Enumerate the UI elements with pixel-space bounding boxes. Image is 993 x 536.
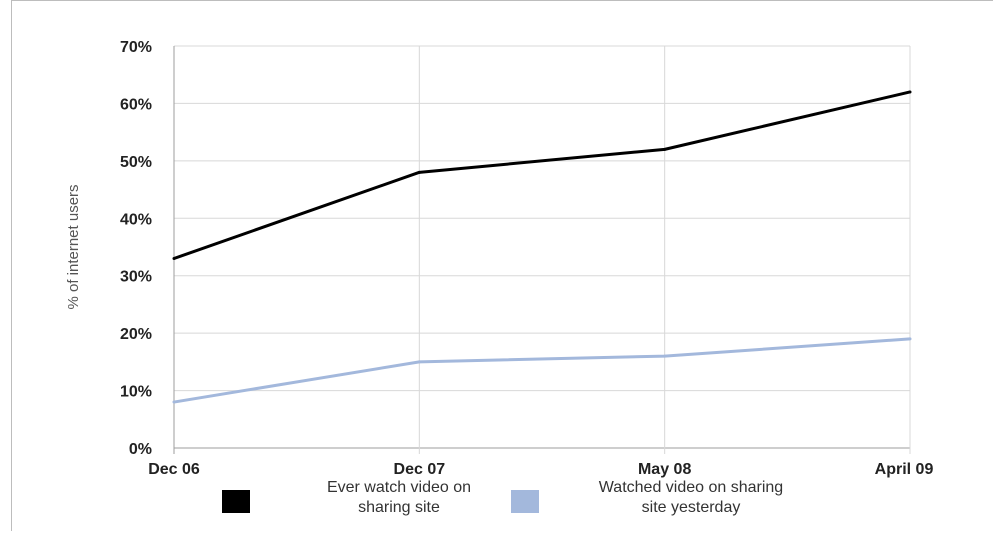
series-1-point <box>172 256 176 260</box>
x-axis-tick-labels: Dec 06 Dec 07 May 08 April 09 <box>148 461 933 478</box>
legend-swatch-2 <box>511 490 539 513</box>
legend: Ever watch video on sharing site Watched v… <box>222 479 783 516</box>
y-tick-label: 70% <box>120 39 152 56</box>
series-1-point <box>417 170 421 174</box>
series-2-point <box>663 354 667 358</box>
series-2-point <box>172 400 176 404</box>
legend-label-2: site yesterday <box>642 499 741 516</box>
series-line-2 <box>173 337 911 404</box>
frame-top-border <box>11 0 993 1</box>
legend-label-1: Ever watch video on <box>327 479 471 496</box>
legend-label-2: Watched video on sharing <box>599 479 783 496</box>
frame-left-border <box>11 0 12 531</box>
y-tick-label: 10% <box>120 384 152 401</box>
y-tick-label: 0% <box>129 441 152 458</box>
x-tick-label: May 08 <box>638 461 691 478</box>
series-2-point <box>417 360 421 364</box>
y-tick-label: 60% <box>120 96 152 113</box>
series-1-point <box>908 90 912 94</box>
series-line-1 <box>173 90 911 260</box>
x-tick-label: Dec 06 <box>148 461 200 478</box>
y-tick-label: 40% <box>120 211 152 228</box>
series-lines <box>172 90 912 404</box>
x-tick-label: Dec 07 <box>394 461 446 478</box>
series-1-point <box>663 147 667 151</box>
grid-lines <box>173 45 911 454</box>
y-tick-label: 30% <box>120 269 152 286</box>
series-2-point <box>908 337 912 341</box>
y-axis-label: % of internet users <box>65 184 82 309</box>
y-tick-label: 50% <box>120 154 152 171</box>
y-tick-label: 20% <box>120 326 152 343</box>
legend-swatch-1 <box>222 490 250 513</box>
legend-label-1: sharing site <box>358 499 440 516</box>
y-axis-tick-labels: 0% 10% 20% 30% 40% 50% 60% 70% <box>120 39 152 458</box>
x-tick-label: April 09 <box>875 461 934 478</box>
